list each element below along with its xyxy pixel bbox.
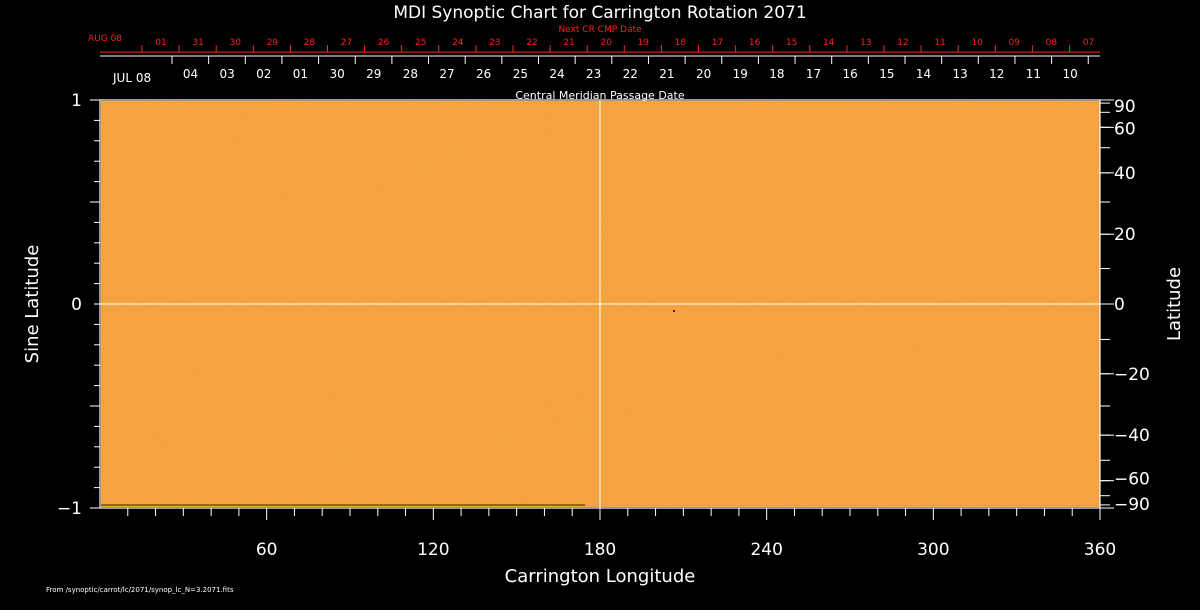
next-cmp-date-label: 12 [897,38,908,48]
cmp-date-label: 13 [953,67,968,81]
next-cmp-date-label: 25 [415,38,426,48]
y-left-tick-label: 1 [71,91,82,111]
cmp-date-label: 01 [293,67,308,81]
next-cmp-date-label: 16 [749,38,761,48]
y-axis-right-label: Latitude [1164,267,1185,341]
cmp-date-label: 15 [879,67,894,81]
next-cmp-date-label: 14 [823,38,835,48]
next-cmp-group: 01 31 30 29 28 27 26 25 24 23 22 21 20 19 18 17 16 15 14 13… [100,38,1100,53]
cmp-date-label: 25 [513,67,528,81]
next-cmp-date-label: 15 [786,38,797,48]
cmp-axis-label: Central Meridian Passage Date [515,89,684,102]
next-cmp-label: Next CR CMP Date [558,25,642,35]
next-cmp-month: AUG 08 [88,34,122,44]
source-footer: From /synoptic/carrot/lc/2071/synop_lc_N… [46,586,234,594]
next-cmp-date-label: 30 [229,38,241,48]
cmp-date-label: 12 [989,67,1004,81]
cmp-date-label: 26 [476,67,491,81]
next-cmp-date-label: 10 [971,38,983,48]
y-right-tick-label: −60 [1114,470,1150,490]
next-cmp-date-label: 29 [267,38,279,48]
x-tick-label: 360 [1084,540,1116,560]
next-cmp-date-label: 08 [1046,38,1058,48]
next-cmp-date-label: 27 [341,38,352,48]
cmp-month: JUL 08 [112,71,151,85]
cmp-date-label: 21 [659,67,674,81]
cmp-date-label: 30 [329,67,344,81]
next-cmp-date-label: 26 [378,38,390,48]
cmp-date-label: 14 [916,67,931,81]
y-right-tick-label: 0 [1114,295,1125,315]
x-tick-label: 180 [584,540,616,560]
cmp-date-label: 29 [366,67,381,81]
cmp-date-label: 16 [843,67,858,81]
y-left-tick-label: −1 [57,499,82,519]
cmp-date-label: 19 [733,67,748,81]
cmp-date-label: 03 [220,67,235,81]
x-tick-label: 120 [417,540,449,560]
next-cmp-date-label: 28 [304,38,316,48]
x-tick-label: 60 [256,540,278,560]
y-right-tick-label: 90 [1114,97,1136,117]
cmp-date-label: 11 [1026,67,1041,81]
next-cmp-date-label: 01 [155,38,166,48]
y-left-tick-label: 0 [71,295,82,315]
cmp-date-label: 22 [623,67,638,81]
cmp-date-label: 28 [403,67,418,81]
cmp-date-label: 10 [1062,67,1077,81]
next-cmp-date-label: 24 [452,38,464,48]
y-right-tick-label: −90 [1114,495,1150,515]
next-cmp-date-label: 20 [600,38,612,48]
y-right-tick-label: −40 [1114,426,1150,446]
sine-latitude-axis-group: −1 0 1 [57,91,100,519]
y-right-tick-label: 40 [1114,164,1136,184]
next-cmp-date-label: 07 [1083,38,1094,48]
cmp-date-group: 04 03 02 01 30 29 28 27 26 25 24 23 22 21 20 19 18 17 16 15… [171,56,1089,81]
cmp-date-label: 04 [183,67,198,81]
next-cmp-date-label: 19 [638,38,650,48]
next-cmp-date-label: 22 [526,38,537,48]
cmp-date-label: 24 [549,67,564,81]
next-cmp-date-label: 31 [192,38,203,48]
next-cmp-date-label: 13 [860,38,871,48]
cmp-date-label: 17 [806,67,821,81]
next-cmp-date-label: 23 [489,38,500,48]
next-cmp-date-label: 09 [1009,38,1021,48]
sunspot-mark [673,310,675,312]
cmp-date-label: 23 [586,67,601,81]
next-cmp-date-label: 18 [675,38,687,48]
x-tick-label: 300 [917,540,949,560]
x-axis-group: 60 120 180 240 300 360 [127,508,1116,560]
y-right-tick-label: 20 [1114,225,1136,245]
chart-title: MDI Synoptic Chart for Carrington Rotati… [393,3,806,23]
x-axis-label: Carrington Longitude [505,566,696,587]
next-cmp-date-label: 11 [934,38,945,48]
next-cmp-date-label: 21 [563,38,574,48]
cmp-date-label: 27 [439,67,454,81]
y-right-tick-label: −20 [1114,365,1150,385]
cmp-date-label: 20 [696,67,711,81]
cmp-date-label: 18 [769,67,784,81]
x-tick-label: 240 [750,540,782,560]
cmp-date-label: 02 [256,67,271,81]
y-axis-left-label: Sine Latitude [22,245,43,364]
next-cmp-date-label: 17 [712,38,723,48]
y-right-tick-label: 60 [1114,119,1136,139]
